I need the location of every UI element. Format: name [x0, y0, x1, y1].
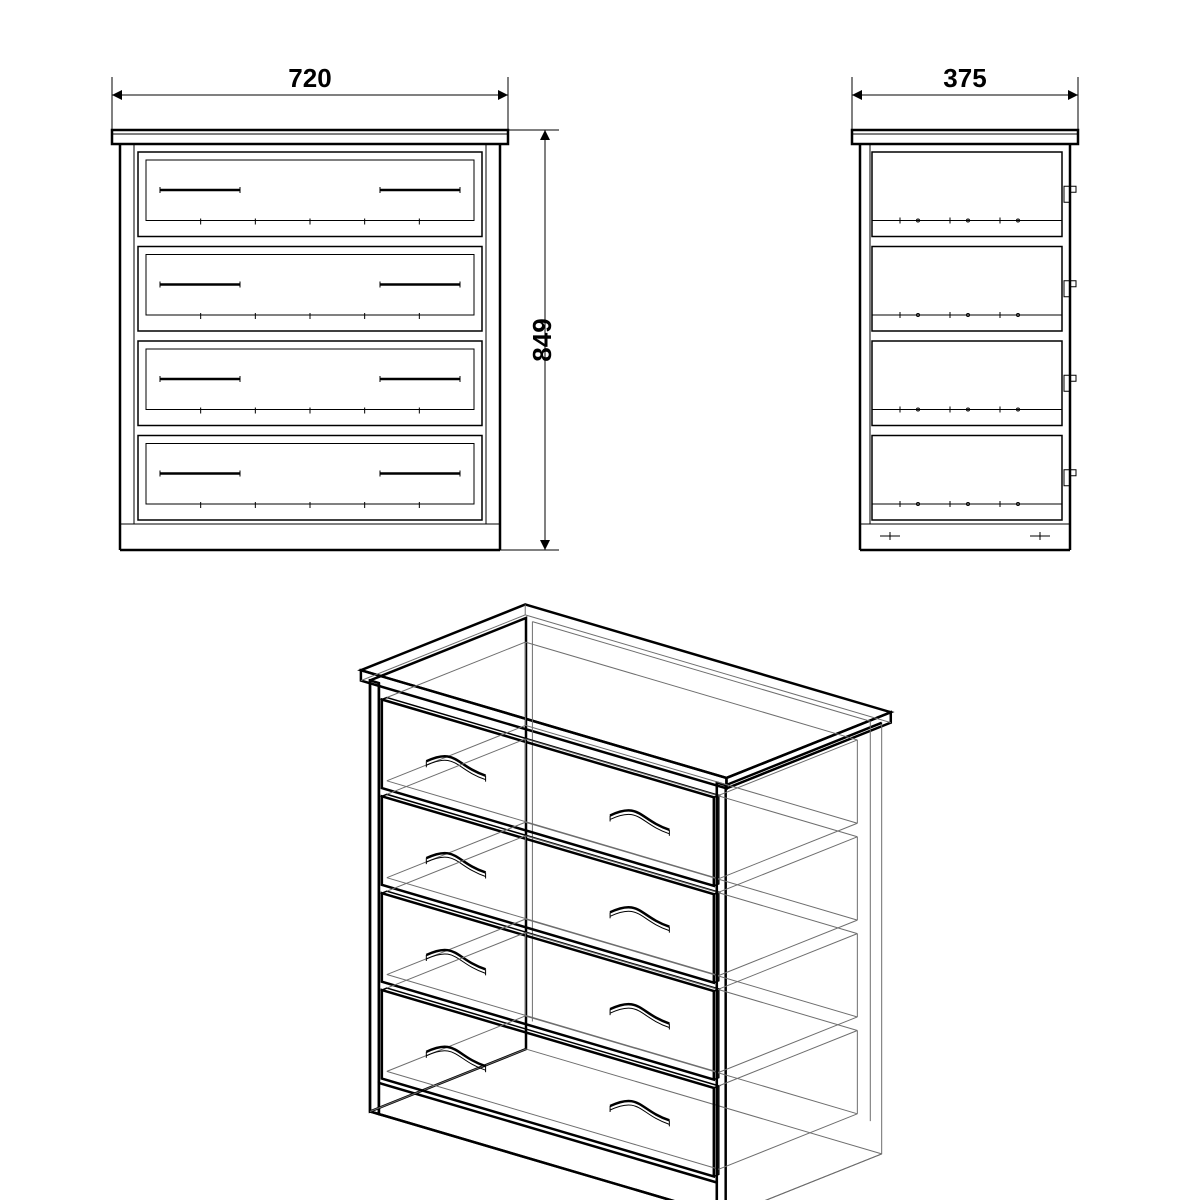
- side-view: 375: [852, 63, 1078, 550]
- dim-height-label: 849: [527, 318, 557, 361]
- dim-depth-label: 375: [943, 63, 986, 93]
- isometric-view: [361, 604, 891, 1200]
- dim-width-label: 720: [288, 63, 331, 93]
- front-view: 720 849: [112, 63, 559, 550]
